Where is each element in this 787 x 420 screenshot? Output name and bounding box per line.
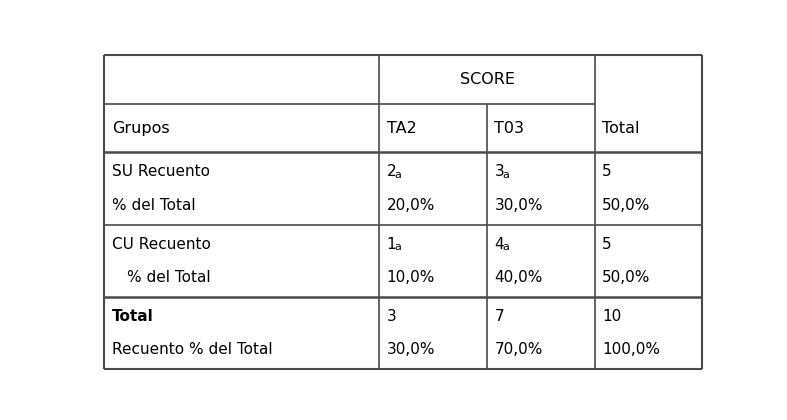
Text: 30,0%: 30,0% [386, 342, 435, 357]
Text: SCORE: SCORE [460, 72, 515, 87]
Text: T03: T03 [494, 121, 524, 136]
Text: a: a [502, 170, 509, 180]
Text: 40,0%: 40,0% [494, 270, 543, 285]
Text: 50,0%: 50,0% [602, 198, 650, 213]
Text: Total: Total [112, 309, 153, 324]
Text: 3: 3 [494, 165, 504, 179]
Text: 3: 3 [386, 309, 397, 324]
Text: 7: 7 [494, 309, 504, 324]
Text: 5: 5 [602, 236, 611, 252]
Text: 1: 1 [386, 236, 397, 252]
Text: 10: 10 [602, 309, 621, 324]
Text: CU Recuento: CU Recuento [112, 236, 211, 252]
Text: 10,0%: 10,0% [386, 270, 435, 285]
Text: Grupos: Grupos [112, 121, 169, 136]
Text: a: a [502, 242, 509, 252]
Text: a: a [394, 242, 401, 252]
Text: 70,0%: 70,0% [494, 342, 543, 357]
Text: TA2: TA2 [386, 121, 416, 136]
Text: SU Recuento: SU Recuento [112, 165, 210, 179]
Text: 50,0%: 50,0% [602, 270, 650, 285]
Text: 2: 2 [386, 165, 397, 179]
Text: % del Total: % del Total [112, 198, 195, 213]
Text: a: a [394, 170, 401, 180]
Text: 5: 5 [602, 165, 611, 179]
Text: Recuento % del Total: Recuento % del Total [112, 342, 272, 357]
Text: % del Total: % del Total [127, 270, 211, 285]
Text: Total: Total [602, 121, 640, 136]
Text: 30,0%: 30,0% [494, 198, 543, 213]
Text: 100,0%: 100,0% [602, 342, 660, 357]
Text: 4: 4 [494, 236, 504, 252]
Text: 20,0%: 20,0% [386, 198, 435, 213]
